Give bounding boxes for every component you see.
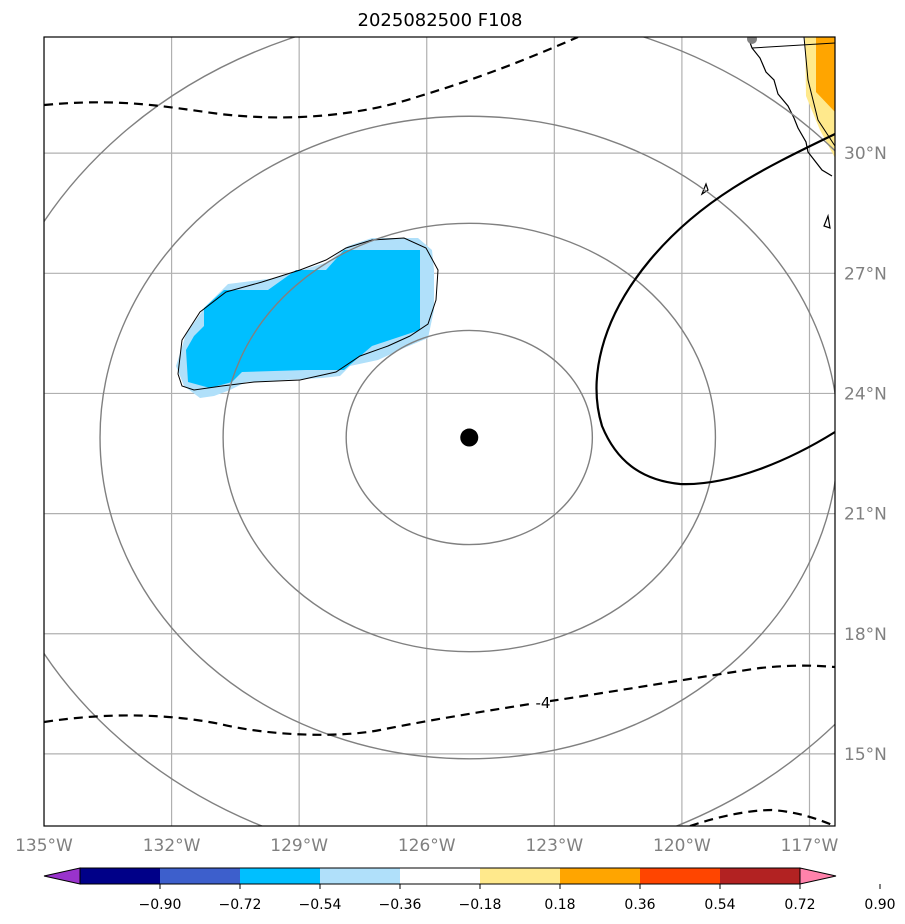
colorbar-extend-high [799,867,837,885]
city-marker [747,37,757,44]
dashed-contour-southeast [689,808,835,826]
lon-tick-label: 126°W [398,836,456,856]
range-rings [44,37,835,826]
colorbar-segment [400,868,481,884]
map-frame [43,36,836,827]
anomaly-fill-blue [186,250,420,388]
colorbar-extend-low [43,867,81,885]
colorbar-segment [240,868,321,884]
lon-tick-label: 117°W [781,836,839,856]
dashed-contour-north [44,37,579,119]
colorbar-segment [560,868,641,884]
colorbar-segment [720,868,801,884]
range-ring [345,329,594,546]
map-background [44,37,835,826]
lon-tick-label: 120°W [653,836,711,856]
colorbar-tick-label: 0.54 [704,897,735,913]
colorbar-tick-label: −0.90 [139,897,182,913]
lat-tick-label: 18°N [844,625,887,645]
colorbar-segment [640,868,721,884]
lon-tick-label: 132°W [143,836,201,856]
colorbar-tick-label: −0.18 [459,897,502,913]
lat-tick-label: 21°N [844,505,887,525]
latitude-tick-labels: 15°N 18°N 21°N 24°N 27°N 30°N [844,144,887,765]
lon-tick-label: 129°W [270,836,328,856]
lon-tick-label: 123°W [525,836,583,856]
coastline [747,37,833,177]
lat-tick-label: 27°N [844,264,887,284]
contour-label-bg [534,691,550,711]
lon-tick-label: 135°W [15,836,73,856]
gridlines [44,37,835,826]
longitude-tick-labels: 135°W 132°W 129°W 126°W 123°W 120°W 117°W [15,836,838,856]
island-outline-east [823,213,831,229]
colorbar-tick-label: 0.90 [864,897,895,913]
lat-tick-label: 24°N [844,384,887,404]
colorbar: −0.90 −0.72 −0.54 −0.36 −0.18 0.18 0.36 0.54 0.7… [43,867,896,913]
range-ring [222,222,717,653]
colorbar-tick-label: −0.72 [219,897,262,913]
anomaly-fill-orange [816,37,835,112]
colorbar-segment [160,868,241,884]
chart-title: 2025082500 F108 [358,10,523,31]
solid-contour [595,133,835,486]
colorbar-tick-label: −0.54 [299,897,342,913]
colorbar-segment [320,868,401,884]
anomaly-contour-outline [177,237,439,391]
lat-tick-label: 30°N [844,144,887,164]
lat-tick-label: 15°N [844,745,887,765]
storm-center-marker [460,428,479,447]
country-border [751,42,835,49]
colorbar-segment [480,868,561,884]
colorbar-tick-label: 0.72 [784,897,815,913]
map-plot-area: -4 [43,36,836,827]
colorbar-segment [80,868,161,884]
contour-label: -4 [536,694,551,712]
colorbar-tick-label: 0.18 [544,897,575,913]
colorbar-tick-label: 0.36 [624,897,655,913]
colorbar-tick-label: −0.36 [379,897,422,913]
coastline-mainland [803,37,835,147]
range-ring [99,115,835,760]
colorbar-frame [79,867,801,885]
